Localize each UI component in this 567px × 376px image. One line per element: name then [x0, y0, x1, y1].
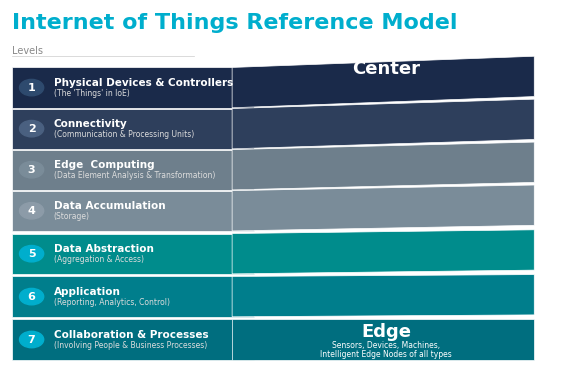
Circle shape	[19, 79, 44, 96]
Text: 7: 7	[28, 335, 36, 344]
Polygon shape	[232, 99, 534, 149]
Polygon shape	[232, 319, 534, 360]
Circle shape	[19, 331, 44, 348]
Text: (Involving People & Business Processes): (Involving People & Business Processes)	[53, 341, 207, 350]
FancyBboxPatch shape	[12, 276, 254, 317]
Text: (Aggregation & Access): (Aggregation & Access)	[53, 255, 143, 264]
Text: 1: 1	[28, 83, 36, 92]
Text: Intelligent Edge Nodes of all types: Intelligent Edge Nodes of all types	[320, 350, 452, 359]
Text: Collaboration & Processes: Collaboration & Processes	[53, 330, 208, 340]
Polygon shape	[232, 56, 534, 108]
Text: (The 'Things' in IoE): (The 'Things' in IoE)	[53, 89, 129, 98]
Text: 3: 3	[28, 165, 35, 175]
Circle shape	[19, 162, 44, 178]
Text: Edge  Computing: Edge Computing	[53, 160, 154, 170]
Text: 4: 4	[28, 206, 36, 216]
Polygon shape	[232, 230, 534, 274]
Text: Sensors, Devices, Machines,: Sensors, Devices, Machines,	[332, 341, 440, 350]
Circle shape	[19, 203, 44, 219]
Polygon shape	[232, 142, 534, 190]
Text: Internet of Things Reference Model: Internet of Things Reference Model	[12, 12, 458, 33]
Polygon shape	[232, 274, 534, 317]
Text: Data Abstraction: Data Abstraction	[53, 244, 154, 254]
Text: 2: 2	[28, 124, 36, 133]
Text: Levels: Levels	[12, 46, 44, 56]
Text: (Storage): (Storage)	[53, 212, 90, 221]
FancyBboxPatch shape	[12, 233, 254, 274]
FancyBboxPatch shape	[12, 319, 254, 360]
Text: 6: 6	[28, 292, 36, 302]
Circle shape	[19, 120, 44, 137]
Text: Data Accumulation: Data Accumulation	[53, 201, 165, 211]
Text: 5: 5	[28, 249, 35, 259]
Text: (Reporting, Analytics, Control): (Reporting, Analytics, Control)	[53, 298, 170, 307]
Text: Application: Application	[53, 287, 120, 297]
FancyBboxPatch shape	[12, 150, 254, 190]
Text: (Communication & Processing Units): (Communication & Processing Units)	[53, 130, 194, 139]
Text: (Data Element Analysis & Transformation): (Data Element Analysis & Transformation)	[53, 171, 215, 180]
FancyBboxPatch shape	[12, 67, 254, 108]
Text: Connectivity: Connectivity	[53, 119, 128, 129]
FancyBboxPatch shape	[12, 109, 254, 149]
Text: Center: Center	[352, 59, 420, 77]
Circle shape	[19, 246, 44, 262]
Polygon shape	[232, 185, 534, 231]
Text: Edge: Edge	[361, 323, 411, 341]
FancyBboxPatch shape	[12, 191, 254, 231]
Text: Physical Devices & Controllers: Physical Devices & Controllers	[53, 78, 233, 88]
Circle shape	[19, 288, 44, 305]
